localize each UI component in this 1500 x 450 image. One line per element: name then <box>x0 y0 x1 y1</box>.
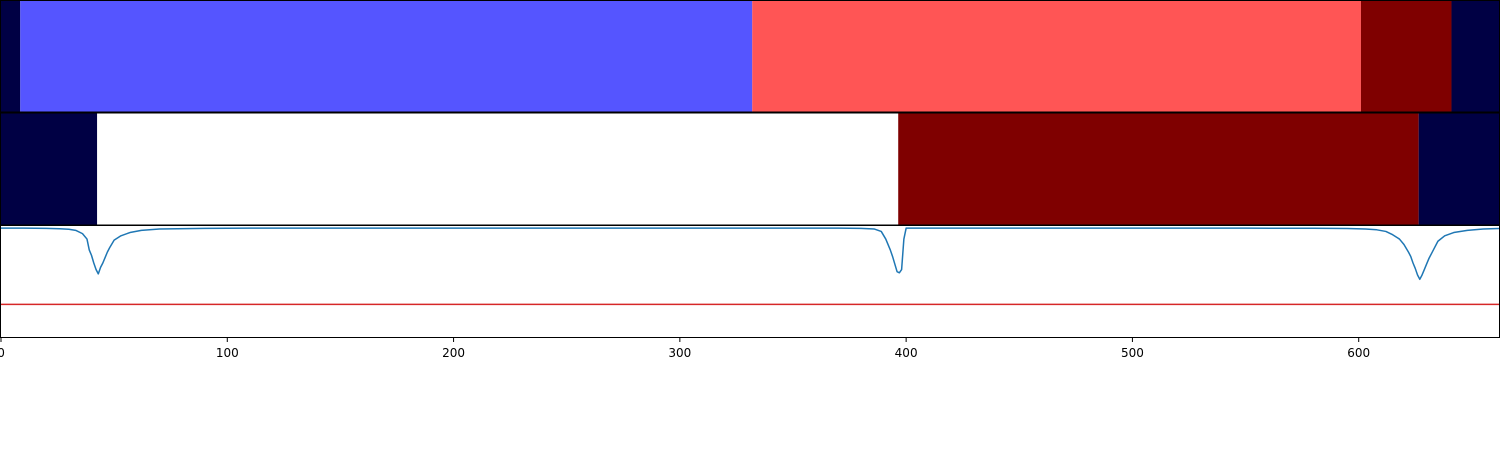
middle-segment-bars <box>1 113 1499 225</box>
top-segment-1 <box>20 1 753 112</box>
top-segment-2 <box>752 1 1361 112</box>
x-tick-label-600: 600 <box>1347 346 1370 360</box>
bottom-plot-area <box>1 227 1500 306</box>
middle-segment-2 <box>898 113 1419 225</box>
top-segment-0 <box>1 1 21 112</box>
bottom-panel-frame <box>0 225 1500 338</box>
middle-segment-3 <box>1418 113 1499 225</box>
x-tick-label-400: 400 <box>895 346 918 360</box>
middle-segment-1 <box>97 113 899 225</box>
x-tick-label-200: 200 <box>442 346 465 360</box>
x-tick-label-100: 100 <box>216 346 239 360</box>
bottom-panel: 0 100 200 300 400 500 600 <box>0 225 1500 360</box>
top-segment-3 <box>1360 1 1452 112</box>
x-tick-label-300: 300 <box>668 346 691 360</box>
x-tick-label-0: 0 <box>0 346 5 360</box>
middle-panel <box>0 112 1500 226</box>
top-segment-bars <box>1 1 1499 112</box>
x-tick-label-500: 500 <box>1121 346 1144 360</box>
top-segment-4 <box>1451 1 1499 112</box>
x-axis: 0 100 200 300 400 500 600 <box>0 338 1370 360</box>
top-panel <box>0 0 1500 113</box>
middle-segment-0 <box>1 113 98 225</box>
series-line-0 <box>1 227 1500 281</box>
